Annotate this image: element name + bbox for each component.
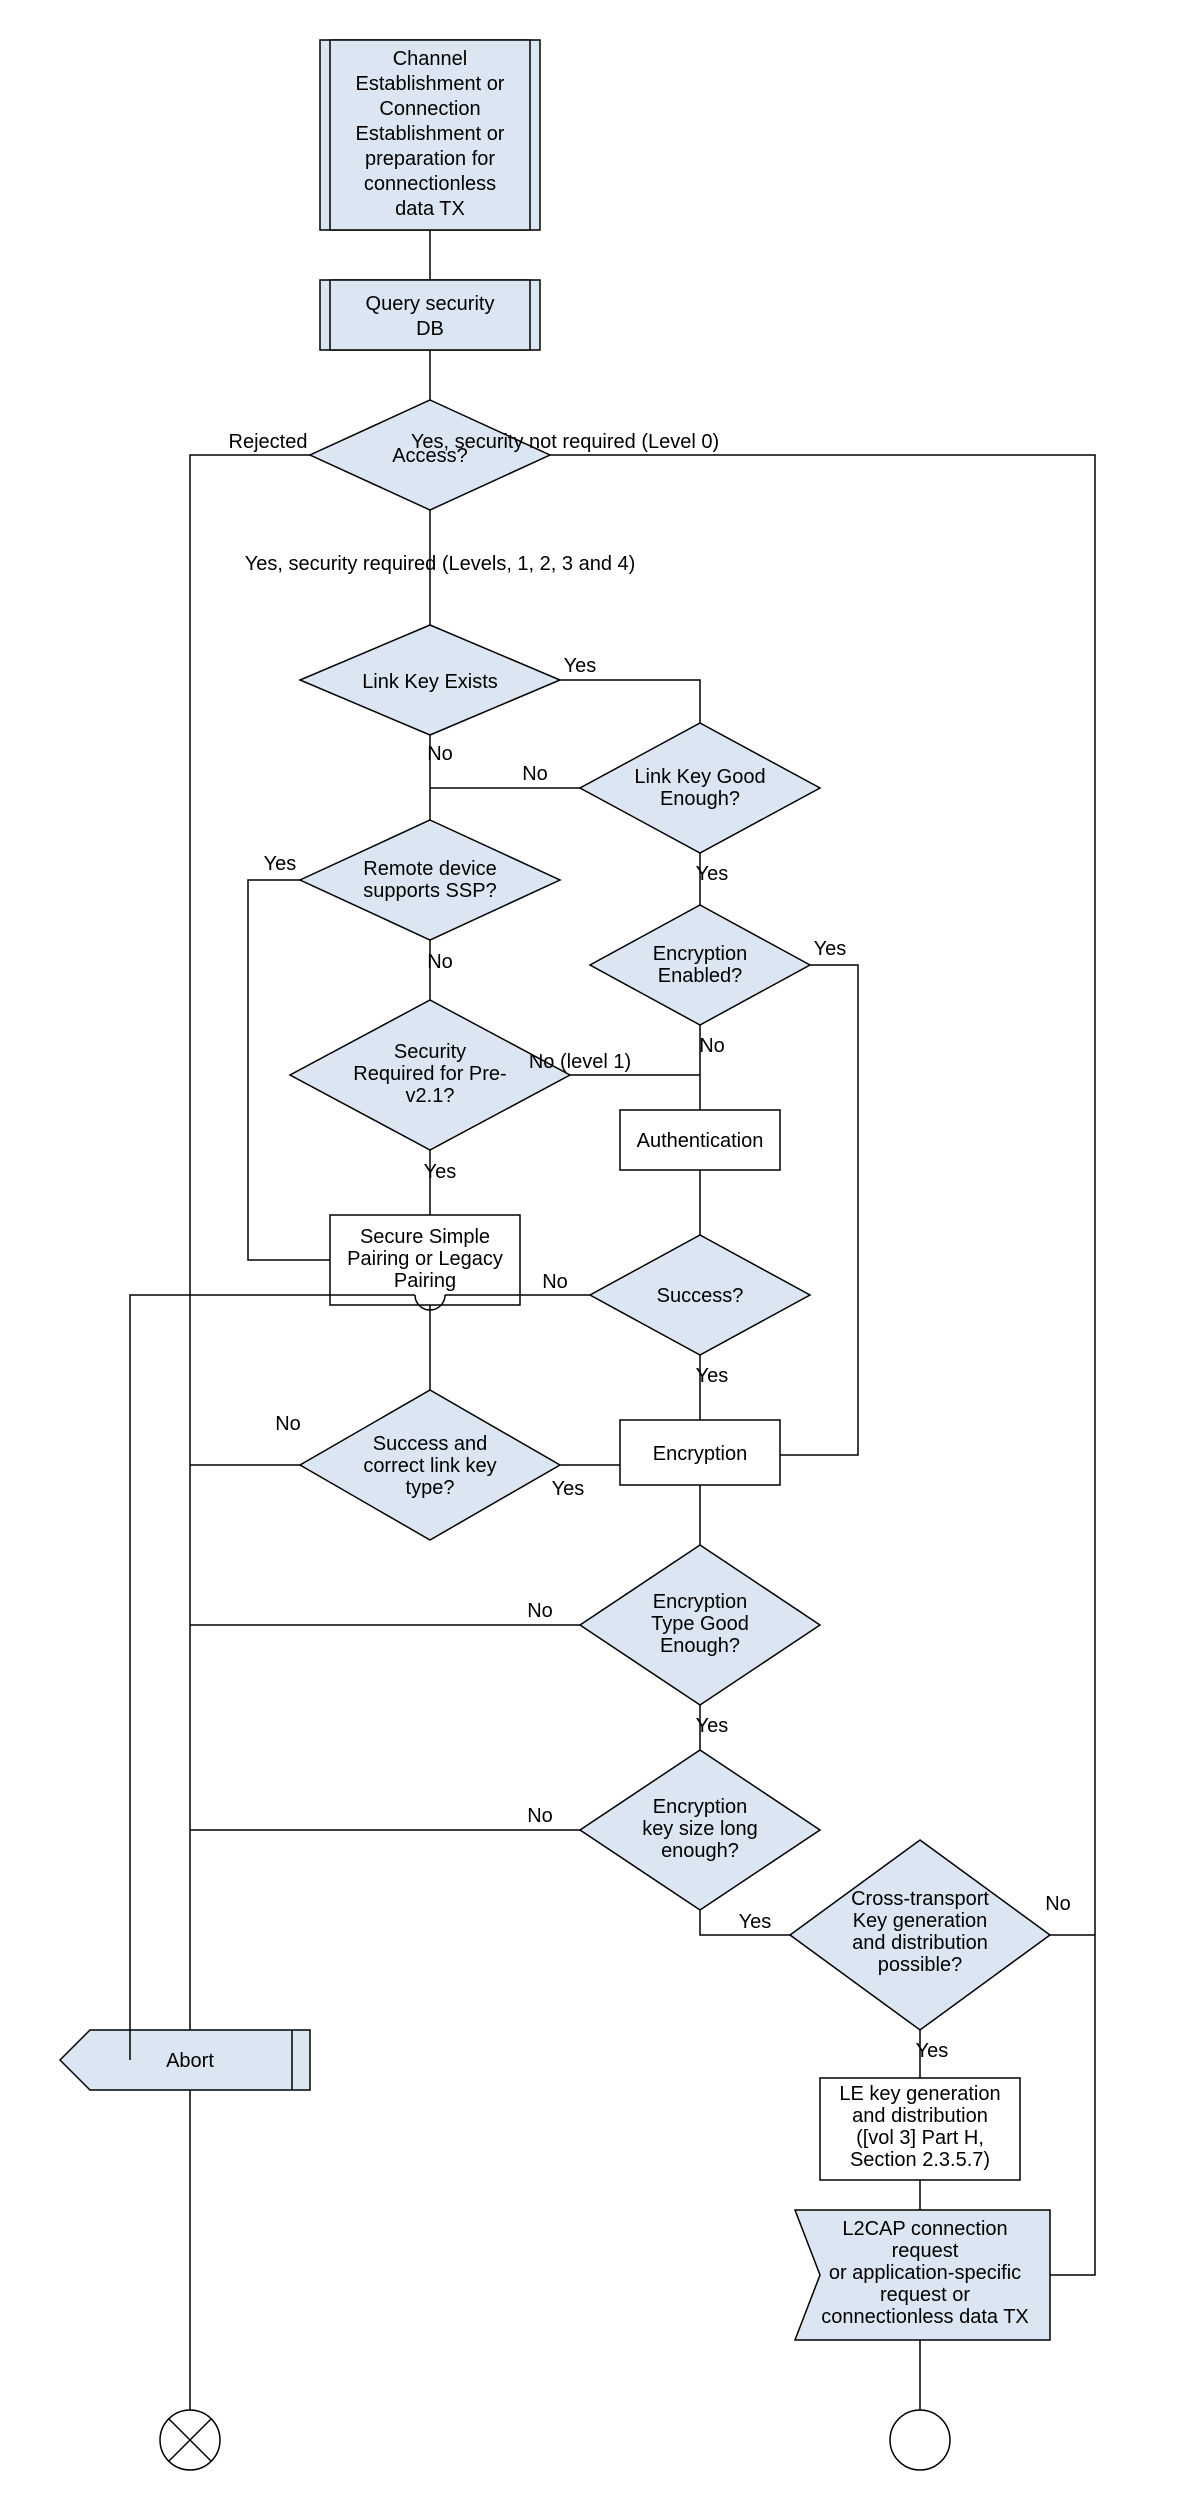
text: connectionless data TX <box>821 2306 1029 2328</box>
text: Security <box>394 1041 466 1063</box>
text: preparation for <box>365 148 495 170</box>
text: ([vol 3] Part H, <box>856 2127 984 2149</box>
terminator-abort-icon <box>160 2410 220 2470</box>
text: Establishment or <box>356 73 505 95</box>
text: Enough? <box>660 788 740 810</box>
text: supports SSP? <box>363 880 496 902</box>
text: or application-specific <box>829 2262 1021 2284</box>
flowchart-canvas: Channel Establishment or Connection Esta… <box>0 0 1178 2500</box>
label-rejected: Rejected <box>229 431 308 453</box>
text: Authentication <box>637 1130 764 1152</box>
text: Secure Simple <box>360 1226 490 1248</box>
label-yes-notreq: Yes, security not required (Level 0) <box>411 431 719 453</box>
text: Pairing <box>394 1270 456 1292</box>
label-secreq-no: No (level 1) <box>529 1051 631 1073</box>
label-success-no: No <box>542 1271 568 1293</box>
label-cross-no: No <box>1045 1893 1071 1915</box>
node-enctype: Encryption Type Good Enough? <box>580 1545 820 1705</box>
node-success: Success? <box>590 1235 810 1355</box>
label-ks-yes: Yes <box>739 1911 772 1933</box>
text: enough? <box>661 1840 739 1862</box>
text: connectionless <box>364 173 496 195</box>
text: possible? <box>878 1954 963 1976</box>
text: correct link key <box>363 1455 496 1477</box>
text: Link Key Good <box>634 766 765 788</box>
text: Enough? <box>660 1635 740 1657</box>
label-lkg-no: No <box>522 763 548 785</box>
text: Encryption <box>653 1796 748 1818</box>
text: Link Key Exists <box>362 671 498 693</box>
label-et-no: No <box>527 1600 553 1622</box>
text: Pairing or Legacy <box>347 1248 503 1270</box>
label-ks-no: No <box>527 1805 553 1827</box>
node-encryption: Encryption <box>620 1420 780 1485</box>
node-channel: Channel Establishment or Connection Esta… <box>320 40 540 230</box>
label-success-yes: Yes <box>696 1365 729 1387</box>
text: Abort <box>166 2050 214 2072</box>
node-lekey: LE key generation and distribution ([vol… <box>820 2078 1020 2180</box>
node-secreq: Security Required for Pre- v2.1? <box>290 1000 570 1150</box>
node-successkey: Success and correct link key type? <box>300 1390 560 1540</box>
text: DB <box>416 318 444 340</box>
text: Establishment or <box>356 123 505 145</box>
node-abort: Abort <box>60 2030 310 2090</box>
text: request <box>892 2240 959 2262</box>
label-enc-no: No <box>699 1035 725 1057</box>
text: data TX <box>395 198 465 220</box>
text: type? <box>406 1477 455 1499</box>
node-ssp: Secure Simple Pairing or Legacy Pairing <box>330 1215 520 1305</box>
text: Required for Pre- <box>353 1063 506 1085</box>
text: Cross-transport <box>851 1888 989 1910</box>
node-encenabled: Encryption Enabled? <box>590 905 810 1025</box>
label-ssp-no: No <box>427 951 453 973</box>
label-lke-yes: Yes <box>564 655 597 677</box>
text: Query security <box>366 293 495 315</box>
text: Success? <box>657 1285 744 1307</box>
text: Encryption <box>653 943 748 965</box>
text: and distribution <box>852 2105 988 2127</box>
node-linkkeyexists: Link Key Exists <box>300 625 560 735</box>
label-enc-yes: Yes <box>814 938 847 960</box>
text: Encryption <box>653 1591 748 1613</box>
text: Type Good <box>651 1613 749 1635</box>
text: L2CAP connection <box>842 2218 1007 2240</box>
node-cross: Cross-transport Key generation and distr… <box>790 1840 1050 2030</box>
text: Channel <box>393 48 468 70</box>
text: Key generation <box>853 1910 988 1932</box>
text: v2.1? <box>406 1085 455 1107</box>
node-l2cap: L2CAP connection request or application-… <box>795 2210 1050 2340</box>
label-sk-yes: Yes <box>552 1478 585 1500</box>
label-ssp-yes: Yes <box>264 853 297 875</box>
text: LE key generation <box>839 2083 1000 2105</box>
label-lke-no: No <box>427 743 453 765</box>
label-et-yes: Yes <box>696 1715 729 1737</box>
label-lkg-yes: Yes <box>696 863 729 885</box>
node-keysize: Encryption key size long enough? <box>580 1750 820 1910</box>
text: Success and <box>373 1433 488 1455</box>
text: key size long <box>642 1818 758 1840</box>
text: Remote device <box>363 858 496 880</box>
text: Enabled? <box>658 965 743 987</box>
text: Encryption <box>653 1443 748 1465</box>
text: Connection <box>379 98 480 120</box>
node-querydb: Query security DB <box>320 280 540 350</box>
text: Section 2.3.5.7) <box>850 2149 990 2171</box>
terminator-end-icon <box>890 2410 950 2470</box>
label-yes-req: Yes, security required (Levels, 1, 2, 3 … <box>245 553 636 575</box>
node-authentication: Authentication <box>620 1110 780 1170</box>
node-linkkeygood: Link Key Good Enough? <box>580 723 820 853</box>
text: request or <box>880 2284 970 2306</box>
text: and distribution <box>852 1932 988 1954</box>
label-secreq-yes: Yes <box>424 1161 457 1183</box>
label-sk-no: No <box>275 1413 301 1435</box>
label-cross-yes: Yes <box>916 2040 949 2062</box>
node-remotessp: Remote device supports SSP? <box>300 820 560 940</box>
node-access: Access? <box>310 400 550 510</box>
